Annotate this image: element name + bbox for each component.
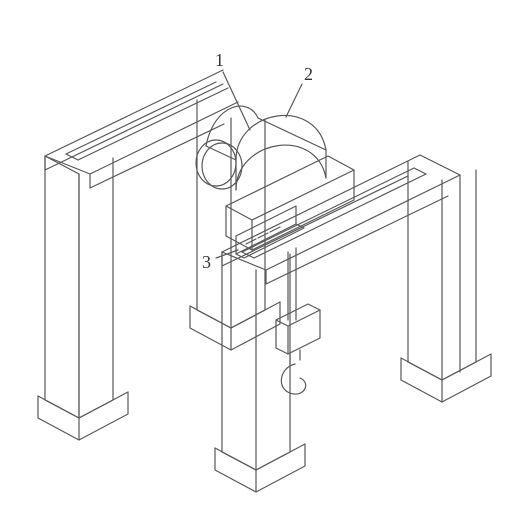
callout-1-leader bbox=[223, 72, 250, 130]
callout-2-label: 2 bbox=[304, 64, 313, 85]
callout-1-label: 1 bbox=[215, 50, 224, 71]
diagram-container: 1 2 3 bbox=[0, 0, 509, 514]
callout-3-label: 3 bbox=[202, 252, 211, 273]
diagram-svg bbox=[0, 0, 509, 514]
callout-2-leader bbox=[286, 84, 302, 117]
